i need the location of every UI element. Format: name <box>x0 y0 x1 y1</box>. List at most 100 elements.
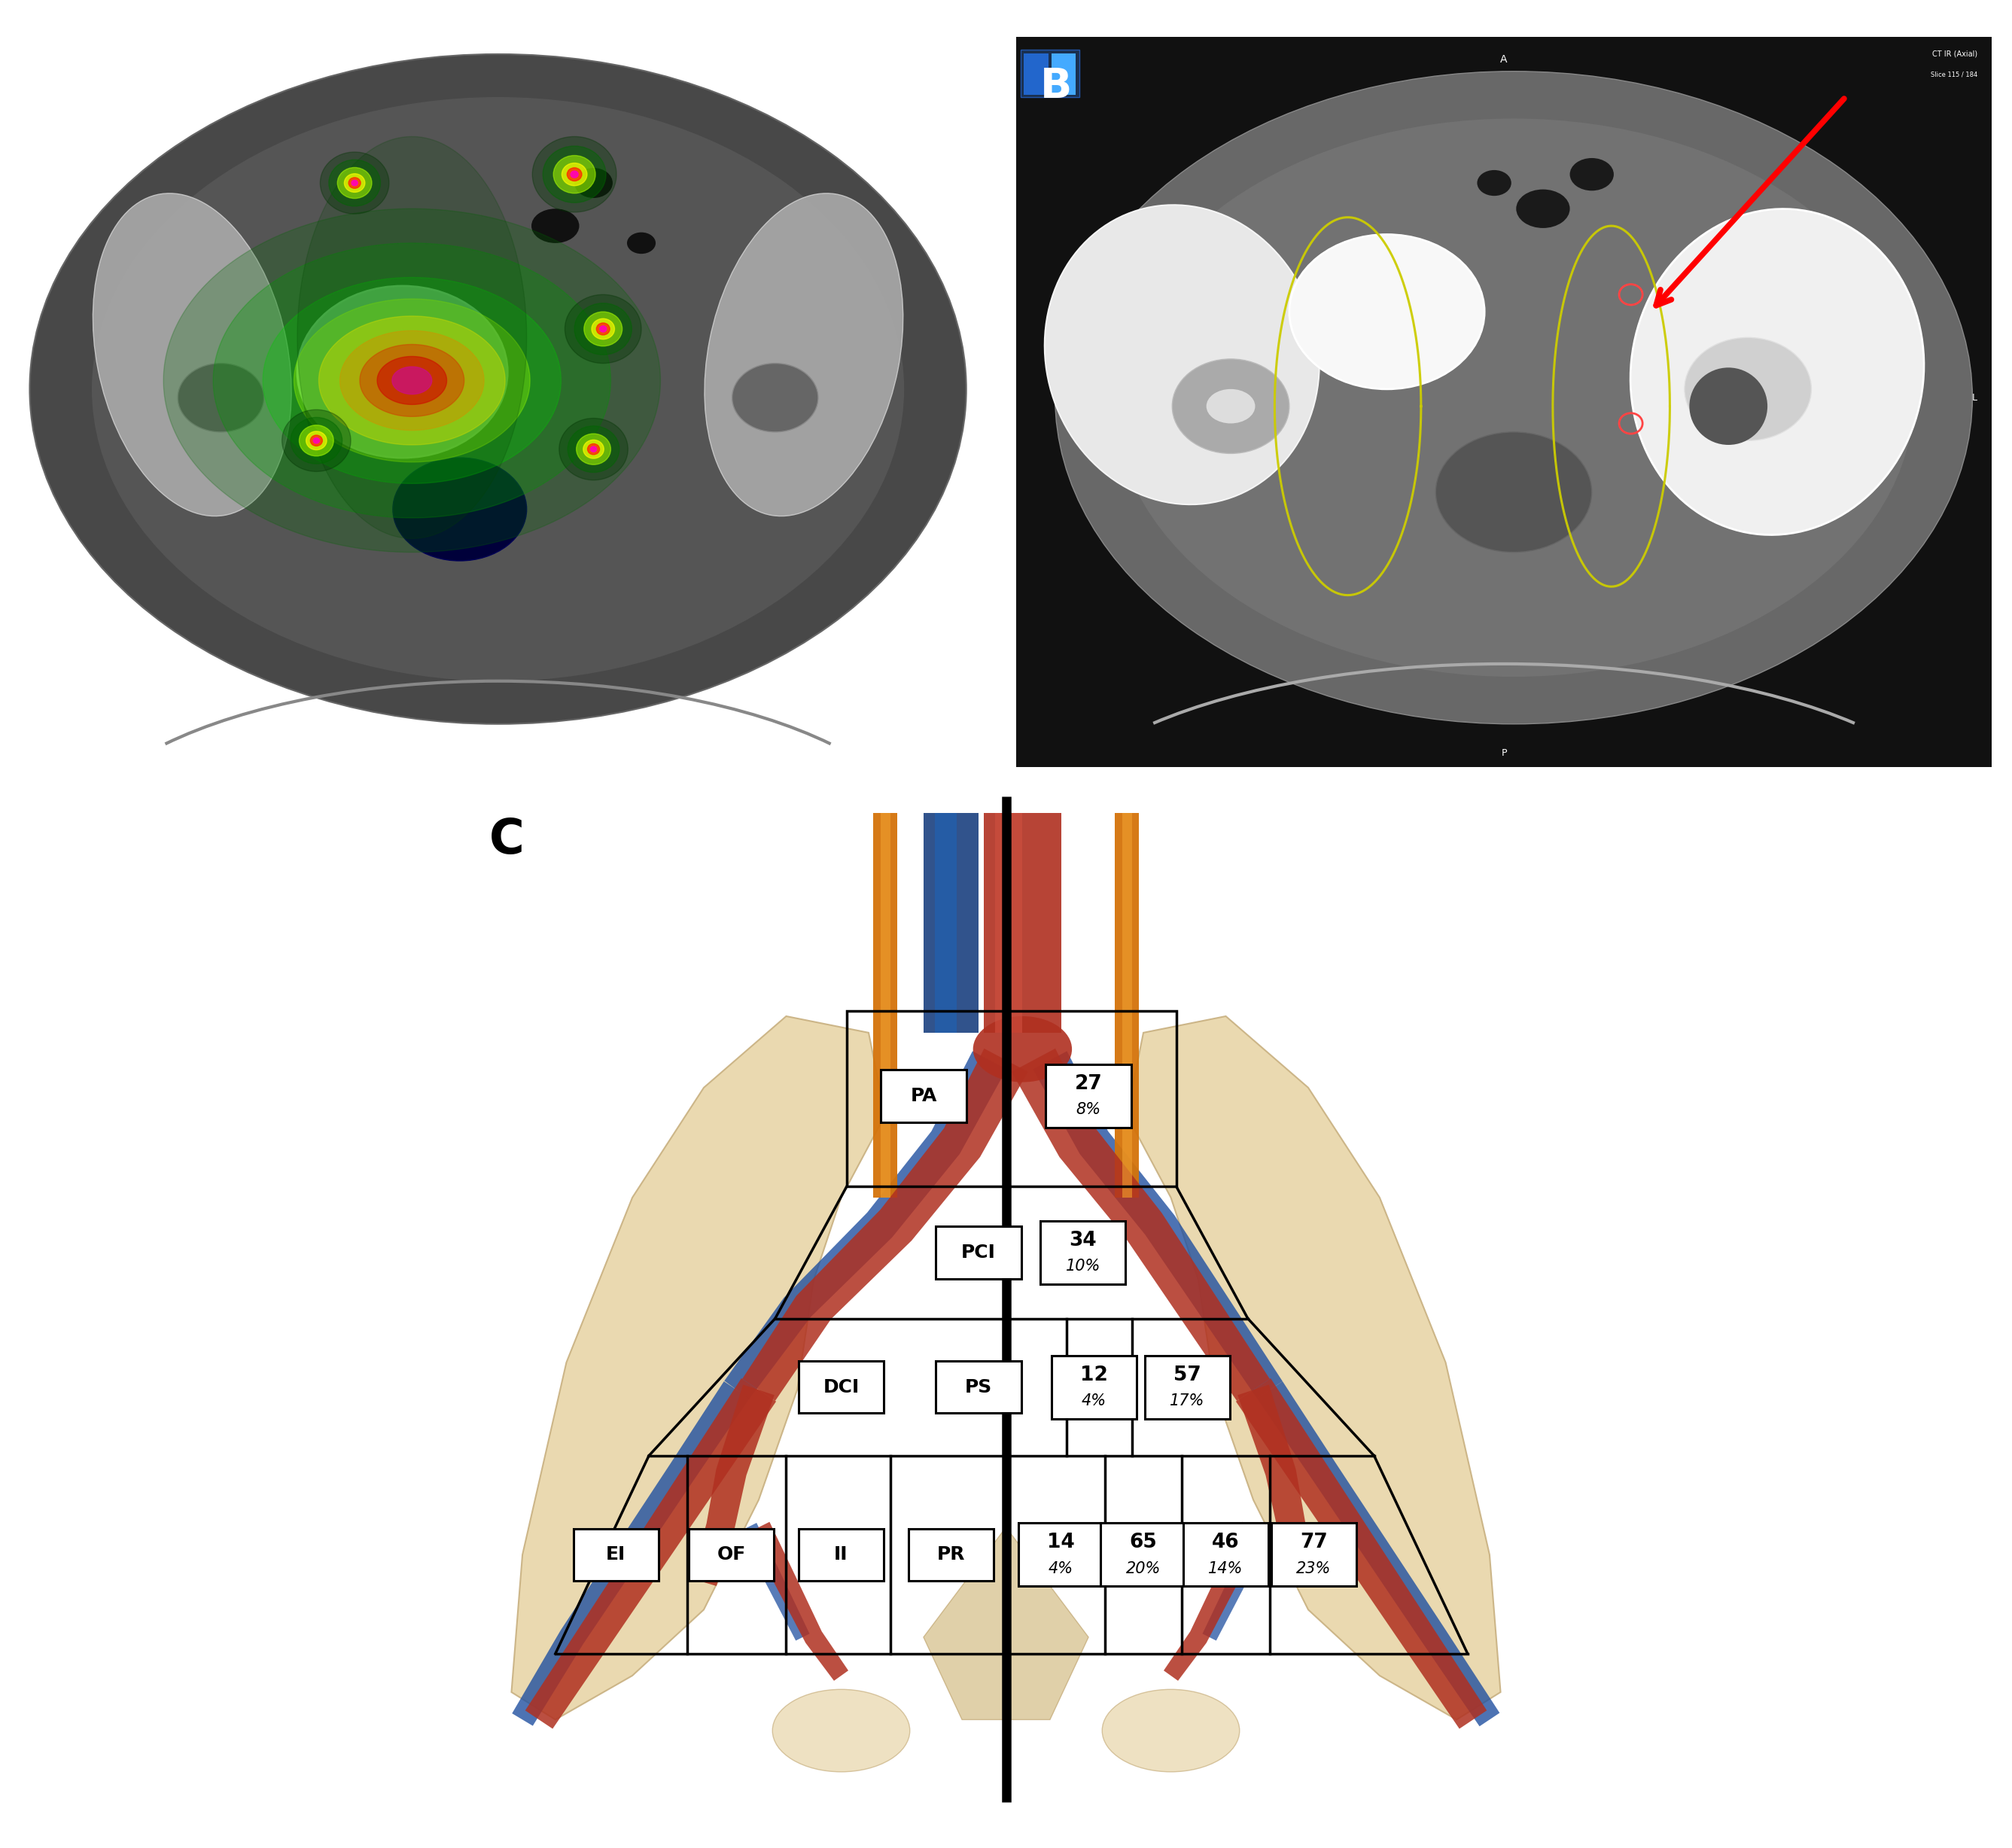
FancyBboxPatch shape <box>909 1528 994 1580</box>
Polygon shape <box>1127 1016 1501 1720</box>
Ellipse shape <box>1477 170 1511 196</box>
Polygon shape <box>264 277 561 484</box>
Text: A: A <box>1501 54 1507 65</box>
Circle shape <box>583 312 622 346</box>
Ellipse shape <box>575 168 612 198</box>
Text: P: P <box>1501 748 1507 758</box>
Text: PR: PR <box>938 1545 966 1563</box>
Ellipse shape <box>93 194 292 516</box>
Ellipse shape <box>1437 432 1591 553</box>
Ellipse shape <box>1569 159 1614 190</box>
Ellipse shape <box>1684 338 1811 440</box>
Bar <box>1024 54 1048 94</box>
Circle shape <box>320 152 388 214</box>
Ellipse shape <box>1044 205 1320 505</box>
Text: Slice 115 / 184: Slice 115 / 184 <box>1930 72 1978 78</box>
Circle shape <box>600 325 606 333</box>
Bar <box>1123 813 1133 1198</box>
Polygon shape <box>924 1526 1088 1720</box>
Text: 57: 57 <box>1173 1366 1201 1384</box>
Text: L: L <box>1972 394 1978 403</box>
FancyBboxPatch shape <box>1101 1523 1185 1586</box>
Text: PCI: PCI <box>962 1244 996 1262</box>
Polygon shape <box>924 813 978 1033</box>
Circle shape <box>306 431 326 449</box>
Circle shape <box>567 427 620 473</box>
Ellipse shape <box>1207 390 1255 423</box>
FancyBboxPatch shape <box>799 1360 883 1414</box>
Ellipse shape <box>1630 209 1923 534</box>
Ellipse shape <box>1173 359 1290 453</box>
Polygon shape <box>742 1048 1028 1401</box>
Text: II: II <box>835 1545 849 1563</box>
Ellipse shape <box>93 98 903 682</box>
Circle shape <box>571 172 577 177</box>
Polygon shape <box>1235 1379 1487 1728</box>
Polygon shape <box>1258 1380 1499 1726</box>
Ellipse shape <box>1290 235 1485 390</box>
Text: 4%: 4% <box>1082 1393 1107 1408</box>
Text: 4%: 4% <box>1048 1562 1074 1576</box>
Circle shape <box>590 447 598 453</box>
FancyBboxPatch shape <box>799 1528 883 1580</box>
FancyBboxPatch shape <box>1046 1064 1131 1127</box>
Bar <box>847 1011 1177 1186</box>
Ellipse shape <box>1115 118 1913 676</box>
Ellipse shape <box>732 364 819 432</box>
Circle shape <box>348 177 360 188</box>
Circle shape <box>328 159 380 207</box>
Polygon shape <box>340 331 485 431</box>
Polygon shape <box>360 344 465 416</box>
Polygon shape <box>1203 1523 1274 1641</box>
Circle shape <box>344 174 364 192</box>
FancyBboxPatch shape <box>936 1227 1022 1279</box>
Circle shape <box>553 155 596 194</box>
Ellipse shape <box>177 364 264 432</box>
Text: PS: PS <box>966 1379 992 1397</box>
Polygon shape <box>1012 1048 1270 1401</box>
Polygon shape <box>738 1523 809 1641</box>
Circle shape <box>300 425 334 456</box>
Polygon shape <box>934 813 956 1033</box>
Circle shape <box>565 294 642 364</box>
FancyBboxPatch shape <box>1272 1523 1356 1586</box>
Ellipse shape <box>704 194 903 516</box>
Ellipse shape <box>1690 368 1767 445</box>
Ellipse shape <box>1517 188 1569 227</box>
Text: C: C <box>489 817 525 863</box>
Ellipse shape <box>628 233 656 253</box>
Circle shape <box>583 440 604 458</box>
FancyBboxPatch shape <box>573 1528 658 1580</box>
Text: 65: 65 <box>1129 1532 1157 1552</box>
FancyBboxPatch shape <box>1052 1356 1137 1419</box>
Text: 8%: 8% <box>1076 1101 1101 1118</box>
Text: CT IR (Axial): CT IR (Axial) <box>1932 50 1978 57</box>
Text: 20%: 20% <box>1127 1562 1161 1576</box>
Circle shape <box>338 168 372 198</box>
Bar <box>881 813 891 1198</box>
Text: 17%: 17% <box>1169 1393 1205 1408</box>
Circle shape <box>559 418 628 480</box>
Circle shape <box>282 410 350 471</box>
Ellipse shape <box>974 1016 1072 1083</box>
Polygon shape <box>724 1052 1006 1399</box>
Circle shape <box>575 303 632 355</box>
Polygon shape <box>748 1523 849 1682</box>
FancyBboxPatch shape <box>1040 1222 1125 1284</box>
Bar <box>1115 813 1139 1198</box>
Text: 27: 27 <box>1074 1074 1103 1094</box>
Circle shape <box>588 444 600 455</box>
Circle shape <box>314 438 320 444</box>
Text: 12: 12 <box>1080 1366 1109 1384</box>
FancyBboxPatch shape <box>1145 1356 1229 1419</box>
Text: 77: 77 <box>1300 1532 1328 1552</box>
Polygon shape <box>392 366 433 394</box>
Polygon shape <box>298 137 527 538</box>
Ellipse shape <box>298 286 507 458</box>
Polygon shape <box>996 813 1022 1033</box>
FancyBboxPatch shape <box>936 1360 1022 1414</box>
Ellipse shape <box>1103 1689 1239 1772</box>
Polygon shape <box>1237 1384 1320 1586</box>
Polygon shape <box>376 357 447 405</box>
Text: 10%: 10% <box>1066 1258 1101 1273</box>
